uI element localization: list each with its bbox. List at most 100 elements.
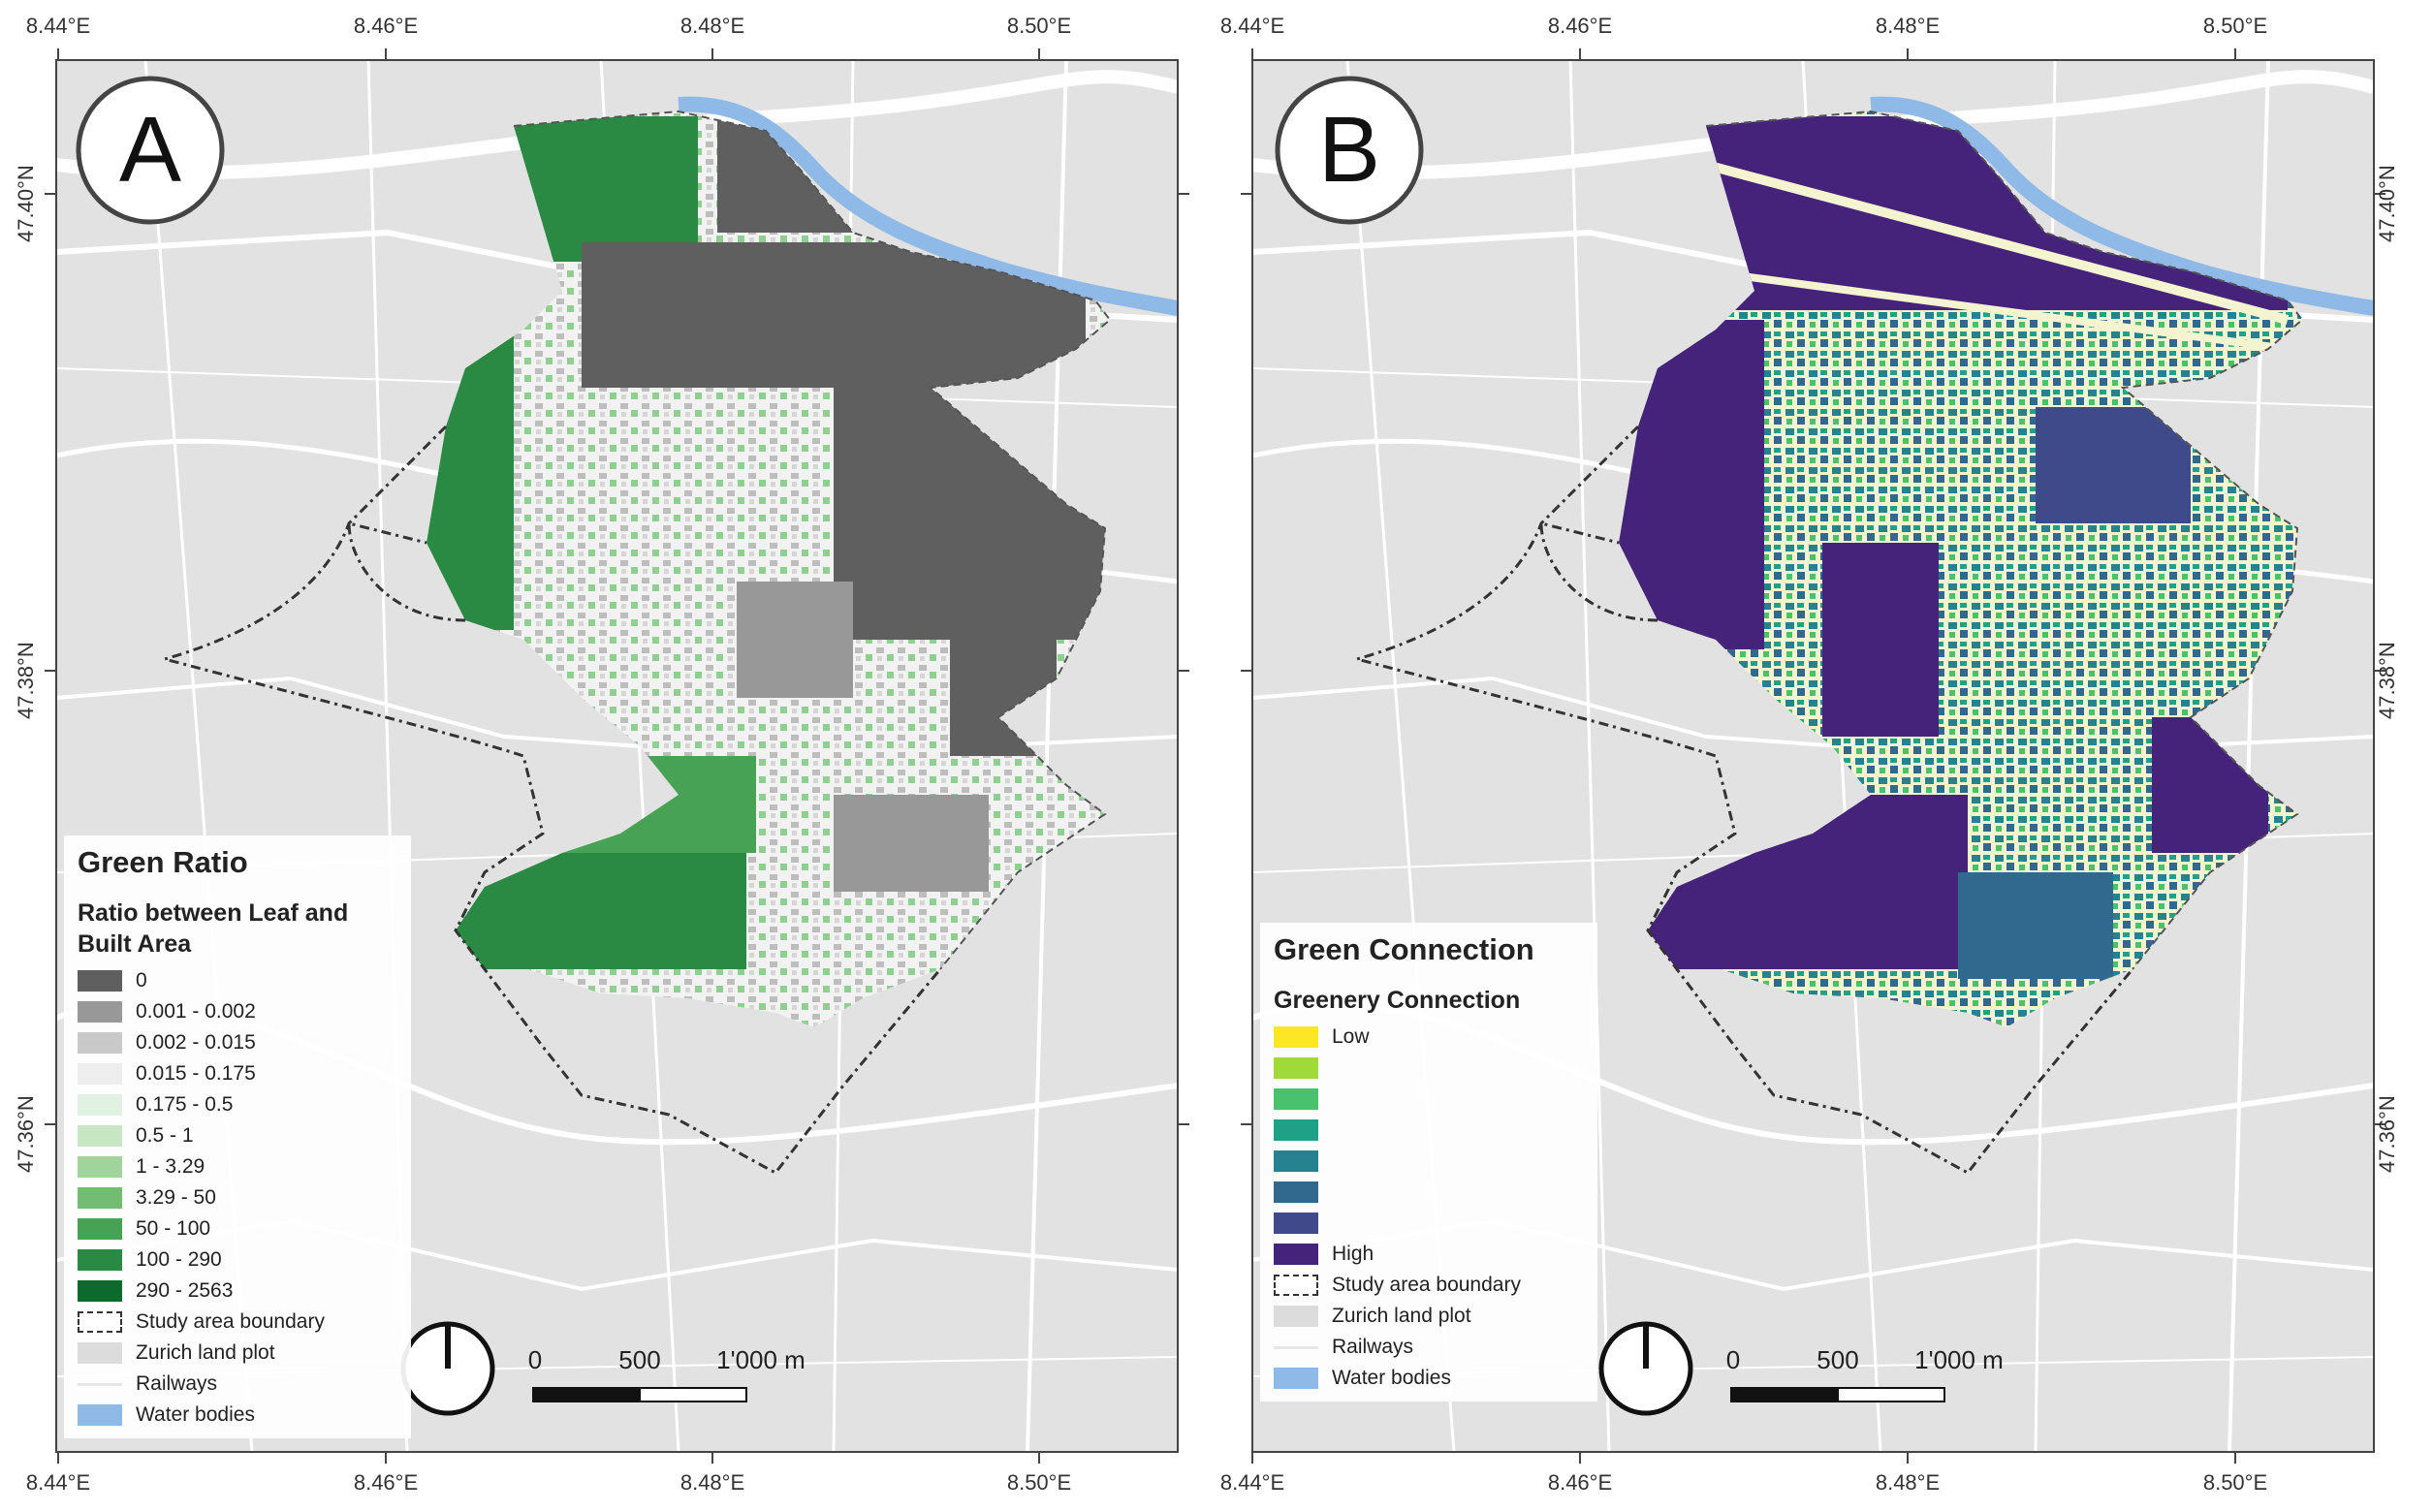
legend-swatch bbox=[78, 1001, 122, 1023]
legend-item-rail: Railways bbox=[78, 1369, 397, 1400]
legend-swatch bbox=[1274, 1088, 1318, 1110]
legend-label: 0.001 - 0.002 bbox=[136, 1000, 256, 1023]
scale-label: 1'000 m bbox=[1914, 1345, 2004, 1374]
legend-swatch bbox=[78, 1032, 122, 1054]
legend-item bbox=[1274, 1115, 1584, 1146]
map-panel-b: B 8.44°E 8.46°E 8.48°E 8.50°E 8.44°E 8.4… bbox=[1202, 0, 2404, 1512]
legend-swatch bbox=[78, 1249, 122, 1271]
legend-item: Low bbox=[1274, 1022, 1584, 1053]
scale-label: 500 bbox=[618, 1345, 661, 1374]
legend-item: 0.001 - 0.002 bbox=[78, 996, 397, 1027]
legend-item: 3.29 - 50 bbox=[78, 1182, 397, 1213]
lon-tick-top: 8.46°E bbox=[353, 14, 419, 38]
legend-swatch bbox=[78, 1280, 122, 1302]
study-area-outline bbox=[513, 110, 1112, 970]
legend-label: Railways bbox=[136, 1372, 218, 1395]
scale-bar bbox=[1730, 1387, 1945, 1402]
lat-tick-right: 47.36°N bbox=[2375, 1095, 2399, 1173]
legend-swatch bbox=[1274, 1057, 1318, 1079]
legend-swatch bbox=[78, 970, 122, 992]
lon-tick-bottom: 8.48°E bbox=[679, 1470, 745, 1495]
legend-swatch bbox=[78, 1063, 122, 1085]
lat-tick-right: 47.38°N bbox=[2375, 642, 2399, 719]
legend-item-land: Zurich land plot bbox=[78, 1338, 397, 1369]
legend-label: 100 - 290 bbox=[136, 1248, 222, 1271]
legend-item: 0 bbox=[78, 965, 397, 996]
lat-tick-left: 47.38°N bbox=[14, 642, 38, 719]
legend-label: 3.29 - 50 bbox=[136, 1186, 216, 1209]
legend-label: 290 - 2563 bbox=[136, 1279, 234, 1302]
scale-label: 0 bbox=[527, 1345, 543, 1374]
legend-item-water: Water bodies bbox=[78, 1400, 397, 1431]
legend-item-boundary: Study area boundary bbox=[1274, 1270, 1584, 1301]
legend-label: 0.5 - 1 bbox=[136, 1124, 194, 1147]
legend-swatch bbox=[1274, 1150, 1318, 1172]
lon-tick-bottom: 8.44°E bbox=[25, 1470, 91, 1495]
legend-label: 0 bbox=[136, 969, 147, 992]
legend-swatch bbox=[1274, 1213, 1318, 1234]
lon-tick-bottom: 8.46°E bbox=[1547, 1470, 1613, 1495]
study-area-boundary bbox=[159, 425, 942, 1175]
legend-item bbox=[1274, 1053, 1584, 1084]
map-panel-a: A 8.44°E 8.46°E 8.48°E 8.50°E 8.44°E 8.4… bbox=[0, 0, 1202, 1512]
legend-item: 290 - 2563 bbox=[78, 1276, 397, 1307]
legend-label: 0.002 - 0.015 bbox=[136, 1031, 256, 1054]
legend-item: 0.175 - 0.5 bbox=[78, 1089, 397, 1120]
map-frame bbox=[1251, 59, 2375, 1453]
lon-tick-top: 8.50°E bbox=[2202, 14, 2268, 38]
legend-item: 50 - 100 bbox=[78, 1213, 397, 1244]
lon-tick-bottom: 8.50°E bbox=[2202, 1470, 2268, 1495]
lat-tick-left: 47.36°N bbox=[14, 1095, 38, 1173]
legend-item-rail: Railways bbox=[1274, 1332, 1584, 1363]
lon-tick-bottom: 8.46°E bbox=[353, 1470, 419, 1495]
study-area-outline bbox=[1705, 110, 2304, 970]
legend-swatch-land bbox=[78, 1342, 122, 1364]
legend-subtitle: Ratio between Leaf and Built Area bbox=[78, 899, 349, 958]
legend-swatch bbox=[78, 1156, 122, 1178]
lon-tick-top: 8.50°E bbox=[1006, 14, 1072, 38]
lon-tick-top: 8.48°E bbox=[679, 14, 745, 38]
legend-green-connection: Green Connection Greenery Connection Low… bbox=[1260, 923, 1597, 1402]
legend-swatch bbox=[1274, 1119, 1318, 1141]
legend-item: 1 - 3.29 bbox=[78, 1151, 397, 1182]
lat-tick-right: 47.40°N bbox=[2375, 165, 2399, 242]
lon-tick-bottom: 8.44°E bbox=[1219, 1470, 1285, 1495]
legend-item-boundary: Study area boundary bbox=[78, 1307, 397, 1338]
legend-label: 1 - 3.29 bbox=[136, 1155, 205, 1178]
legend-swatch-boundary bbox=[78, 1311, 122, 1333]
north-arrow-icon bbox=[1598, 1321, 1693, 1416]
legend-item: 0.015 - 0.175 bbox=[78, 1058, 397, 1089]
lon-tick-bottom: 8.50°E bbox=[1006, 1470, 1072, 1495]
panel-letter-circle bbox=[76, 76, 225, 225]
lon-tick-bottom: 8.48°E bbox=[1875, 1470, 1941, 1495]
scale-label: 0 bbox=[1725, 1345, 1741, 1374]
legend-label: Study area boundary bbox=[1332, 1274, 1521, 1296]
legend-label: 0.175 - 0.5 bbox=[136, 1093, 234, 1116]
legend-item bbox=[1274, 1177, 1584, 1208]
scale-bar bbox=[532, 1387, 747, 1402]
scale-label: 1'000 m bbox=[716, 1345, 806, 1374]
lon-tick-top: 8.48°E bbox=[1875, 14, 1941, 38]
legend-swatch bbox=[78, 1125, 122, 1147]
legend-item bbox=[1274, 1084, 1584, 1115]
legend-swatch-rail bbox=[78, 1382, 122, 1386]
lon-tick-top: 8.46°E bbox=[1547, 14, 1613, 38]
legend-label: Railways bbox=[1332, 1336, 1414, 1358]
legend-label: Study area boundary bbox=[136, 1310, 325, 1333]
legend-swatch-water bbox=[1274, 1368, 1318, 1389]
panel-letter: A bbox=[118, 98, 182, 202]
legend-label: Low bbox=[1332, 1025, 1370, 1048]
map-frame bbox=[55, 59, 1179, 1453]
lon-tick-top: 8.44°E bbox=[25, 14, 91, 38]
legend-item: High bbox=[1274, 1239, 1584, 1270]
legend-item: 100 - 290 bbox=[78, 1244, 397, 1276]
legend-swatch-land bbox=[1274, 1306, 1318, 1327]
legend-label: High bbox=[1332, 1243, 1374, 1265]
frame-ticks bbox=[1241, 48, 2386, 1464]
legend-label: Water bodies bbox=[136, 1403, 255, 1426]
legend-item: 0.5 - 1 bbox=[78, 1120, 397, 1151]
legend-swatch bbox=[78, 1094, 122, 1116]
legend-swatch-water bbox=[78, 1404, 122, 1426]
legend-swatch bbox=[1274, 1181, 1318, 1203]
legend-label: 0.015 - 0.175 bbox=[136, 1062, 256, 1085]
